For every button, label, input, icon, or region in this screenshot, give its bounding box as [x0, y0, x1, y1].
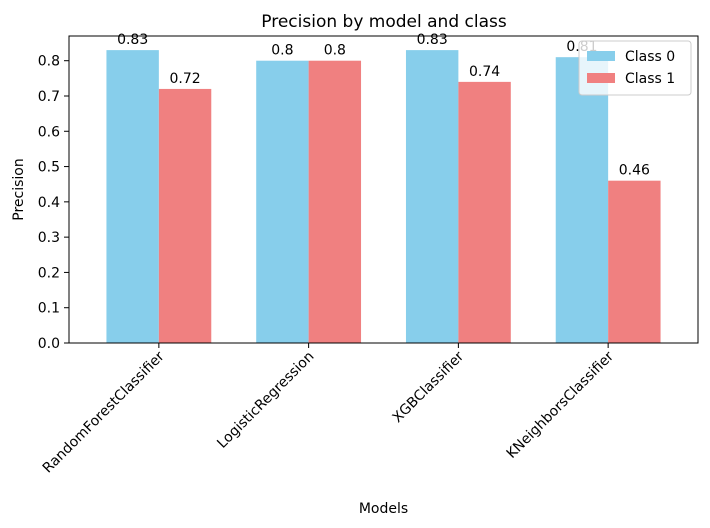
- y-tick-label: 0.0: [38, 336, 60, 352]
- bars-group: [106, 50, 661, 344]
- y-tick-label: 0.5: [38, 160, 60, 176]
- x-tick-label: XGBClassifier: [390, 348, 468, 426]
- y-tick-label: 0.7: [38, 89, 60, 105]
- bar-LogisticRegression-series-0: [256, 60, 309, 344]
- x-tick-label: RandomForestClassifier: [40, 348, 168, 476]
- bar-label-KNeighborsClassifier-series-1: 0.46: [619, 163, 650, 179]
- legend-label-series-1: Class 1: [625, 71, 675, 87]
- bar-label-XGBClassifier-series-1: 0.74: [469, 64, 500, 80]
- plot-frame: [68, 35, 699, 344]
- legend: Class 0 Class 1: [578, 40, 692, 96]
- bar-LogisticRegression-series-1: [308, 60, 362, 344]
- x-tick-label: LogisticRegression: [214, 349, 317, 452]
- bar-KNeighborsClassifier-series-1: [608, 180, 661, 343]
- bar-RandomForestClassifier-series-1: [158, 88, 212, 344]
- bar-XGBClassifier-series-0: [405, 50, 459, 344]
- bar-label-LogisticRegression-series-1: 0.8: [324, 43, 346, 59]
- bar-RandomForestClassifier-series-0: [106, 50, 159, 344]
- y-axis-label: Precision: [11, 158, 27, 220]
- chart-title: Precision by model and class: [261, 12, 507, 32]
- bar-KNeighborsClassifier-series-0: [555, 57, 609, 343]
- y-tick-label: 0.6: [38, 124, 60, 140]
- x-axis-label: Models: [359, 501, 408, 517]
- y-axis: 0.0 0.1 0.2 0.3 0.4 0.5 0.6 0.7 0.8: [38, 54, 69, 352]
- x-axis: RandomForestClassifier LogisticRegression…: [40, 343, 617, 476]
- legend-swatch-series-0: [587, 51, 615, 61]
- y-tick-label: 0.1: [38, 301, 60, 317]
- bar-label-RandomForestClassifier-series-0: 0.83: [117, 32, 148, 48]
- x-tick-label: KNeighborsClassifier: [504, 348, 618, 462]
- legend-swatch-series-1: [587, 73, 615, 83]
- y-tick-label: 0.3: [38, 230, 60, 246]
- y-tick-label: 0.2: [38, 265, 60, 281]
- y-tick-label: 0.4: [38, 195, 60, 211]
- bar-label-XGBClassifier-series-0: 0.83: [417, 32, 448, 48]
- y-tick-label: 0.8: [38, 54, 60, 70]
- legend-label-series-0: Class 0: [625, 49, 675, 65]
- bar-label-RandomForestClassifier-series-1: 0.72: [169, 71, 200, 87]
- bar-label-LogisticRegression-series-0: 0.8: [271, 43, 293, 59]
- bar-XGBClassifier-series-1: [458, 81, 511, 343]
